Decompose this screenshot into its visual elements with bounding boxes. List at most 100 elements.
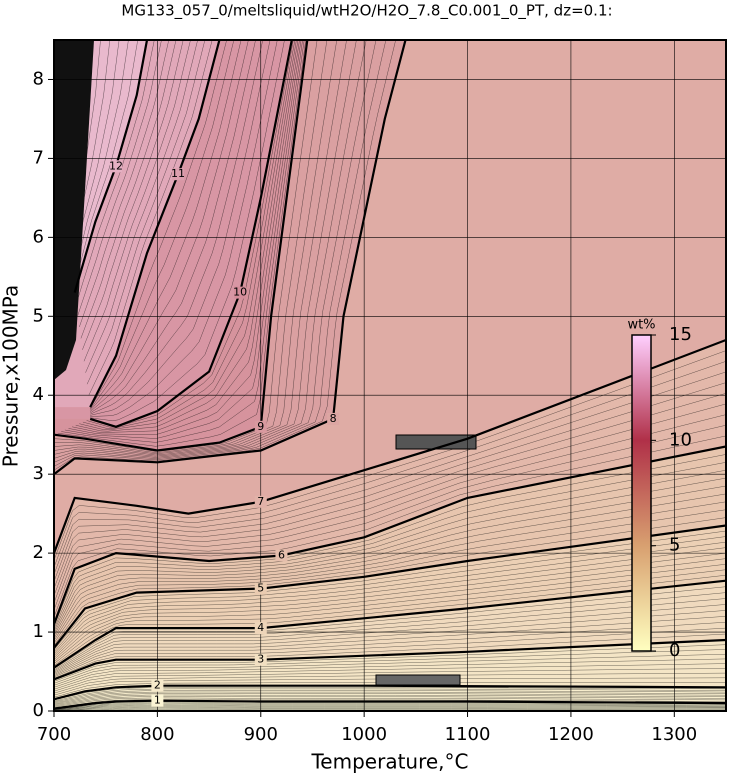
minor-contour: [54, 658, 726, 688]
minor-contour: [54, 694, 726, 705]
colorbar-tick-label: 15: [669, 324, 692, 345]
dense-region: [54, 40, 94, 380]
minor-contour: [54, 604, 726, 673]
x-tick-label: 1000: [341, 724, 387, 745]
contour-line: [54, 40, 407, 476]
minor-contour: [68, 40, 302, 435]
minor-contour: [54, 530, 726, 650]
minor-contour: [54, 454, 726, 627]
minor-contour: [54, 622, 726, 677]
contour-label: 6: [278, 548, 285, 561]
minor-contour: [82, 40, 184, 350]
minor-contour: [90, 40, 249, 412]
minor-contour: [54, 706, 726, 711]
contour-line: [54, 638, 726, 681]
minor-contour: [88, 40, 213, 396]
chart-title: MG133_057_0/meltsliquid/wtH2O/H2O_7.8_C0…: [121, 2, 612, 21]
contour-label: 7: [257, 495, 264, 508]
y-tick-label: 5: [33, 305, 44, 326]
minor-contour: [54, 627, 726, 678]
minor-contour: [54, 477, 726, 634]
minor-contour: [54, 350, 726, 561]
contour-label-bg: [151, 679, 164, 692]
y-tick-label: 1: [33, 621, 44, 642]
minor-contour: [54, 414, 726, 603]
contour-label-bg: [254, 653, 267, 666]
minor-contour: [54, 40, 396, 471]
y-tick-label: 3: [33, 463, 44, 484]
contour-label-bg: [254, 495, 267, 508]
minor-contour: [86, 40, 206, 385]
minor-contour: [90, 40, 271, 416]
minor-contour: [64, 40, 303, 439]
minor-contour: [54, 644, 726, 682]
contour-line: [54, 579, 726, 669]
x-tick-label: 900: [244, 724, 278, 745]
contour-label-bg: [254, 622, 267, 635]
minor-contour: [90, 40, 278, 417]
minor-contour: [54, 586, 726, 669]
minor-contour: [54, 547, 726, 656]
minor-contour: [57, 40, 306, 447]
minor-contour: [75, 40, 299, 432]
contour-label: 3: [257, 653, 264, 666]
y-tick-label: 4: [33, 384, 44, 405]
minor-contour: [61, 40, 305, 443]
minor-contour: [54, 371, 726, 575]
minor-contour: [54, 707, 726, 711]
minor-contour: [54, 649, 726, 684]
minor-contour: [54, 569, 726, 664]
minor-contour: [54, 40, 367, 459]
minor-contour: [54, 564, 726, 662]
contour-label: 4: [257, 621, 264, 634]
contour-line: [54, 445, 726, 625]
contour-label-bg: [172, 168, 185, 181]
minor-contour: [54, 552, 726, 658]
minor-contour: [85, 40, 198, 373]
x-tick-label: 700: [37, 724, 71, 745]
minor-contour: [54, 691, 726, 704]
minor-contour: [54, 382, 726, 582]
minor-contour: [79, 40, 169, 328]
contour-label: 5: [257, 582, 264, 595]
contour-label: 1: [154, 694, 161, 707]
minor-contour: [54, 509, 726, 644]
colorbar: [631, 334, 652, 652]
minor-contour: [54, 654, 726, 686]
minor-contour: [54, 501, 726, 641]
contour-label-bg: [275, 549, 288, 562]
minor-contour: [90, 40, 263, 415]
dark-box: [375, 674, 461, 686]
minor-contour: [90, 40, 227, 409]
minor-contour: [54, 40, 328, 453]
minor-contour: [54, 40, 377, 463]
contour-label-bg: [151, 694, 164, 707]
minor-contour: [80, 40, 177, 339]
x-tick-label: 1200: [548, 724, 594, 745]
dark-box: [395, 434, 477, 450]
minor-contour: [54, 598, 726, 672]
x-tick-label: 1300: [651, 724, 697, 745]
contour-label: 8: [330, 412, 337, 425]
minor-contour: [72, 40, 138, 293]
minor-contour: [54, 558, 726, 660]
contour-line: [54, 684, 726, 701]
minor-contour: [54, 690, 726, 703]
contour-label-bg: [254, 582, 267, 595]
minor-contour: [90, 40, 242, 411]
minor-contour: [54, 40, 347, 456]
contour-label: 12: [109, 159, 123, 172]
x-axis-label: Temperature,°C: [310, 750, 468, 774]
colorbar-label: wt%: [627, 318, 655, 333]
contour-label: 2: [154, 679, 161, 692]
minor-contour: [82, 40, 296, 429]
minor-contour: [54, 610, 726, 674]
minor-contour: [54, 693, 726, 705]
y-tick-label: 2: [33, 542, 44, 563]
minor-contour: [79, 40, 297, 431]
y-tick-label: 0: [33, 700, 44, 721]
y-tick-label: 6: [33, 226, 44, 247]
colorbar-tick-label: 10: [669, 429, 692, 450]
contour-label: 9: [257, 420, 264, 433]
